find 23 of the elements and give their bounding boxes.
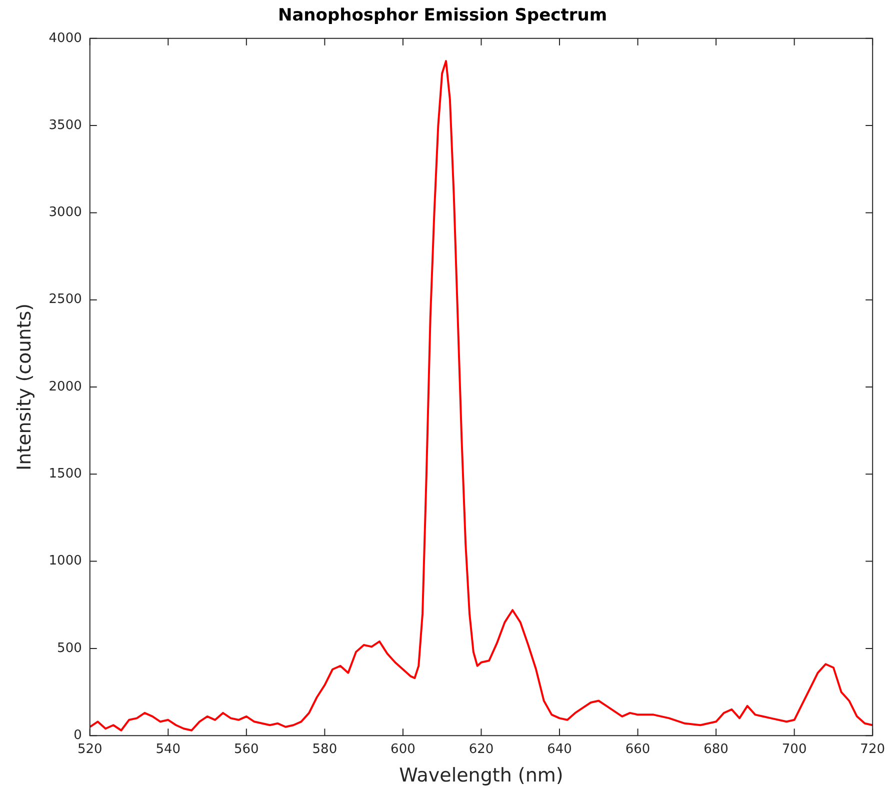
y-tick-label: 2500 bbox=[48, 292, 82, 308]
x-tick-label: 560 bbox=[234, 742, 259, 757]
x-tick-label: 660 bbox=[625, 742, 650, 757]
y-tick-label: 2000 bbox=[48, 379, 82, 394]
y-axis-title: Intensity (counts) bbox=[13, 303, 36, 471]
x-tick-label: 580 bbox=[312, 742, 338, 757]
x-tick-label: 520 bbox=[77, 742, 102, 757]
y-tick-label: 4000 bbox=[48, 30, 82, 46]
x-tick-label: 540 bbox=[156, 742, 181, 757]
x-tick-label: 720 bbox=[860, 742, 886, 757]
x-tick-label: 620 bbox=[468, 742, 494, 757]
x-tick-label: 680 bbox=[704, 742, 728, 757]
x-axis-title: Wavelength (nm) bbox=[399, 764, 564, 787]
y-tick-label: 1500 bbox=[48, 466, 82, 482]
y-tick-label: 1000 bbox=[48, 554, 82, 569]
y-tick-label: 0 bbox=[74, 728, 82, 743]
y-tick-label: 3500 bbox=[48, 118, 82, 133]
x-tick-label: 640 bbox=[547, 742, 572, 757]
y-tick-label: 500 bbox=[57, 640, 82, 656]
x-tick-label: 600 bbox=[390, 742, 416, 757]
chart-title: Nanophosphor Emission Spectrum bbox=[278, 6, 608, 26]
y-tick-label: 3000 bbox=[48, 205, 82, 220]
x-tick-label: 700 bbox=[782, 742, 807, 757]
